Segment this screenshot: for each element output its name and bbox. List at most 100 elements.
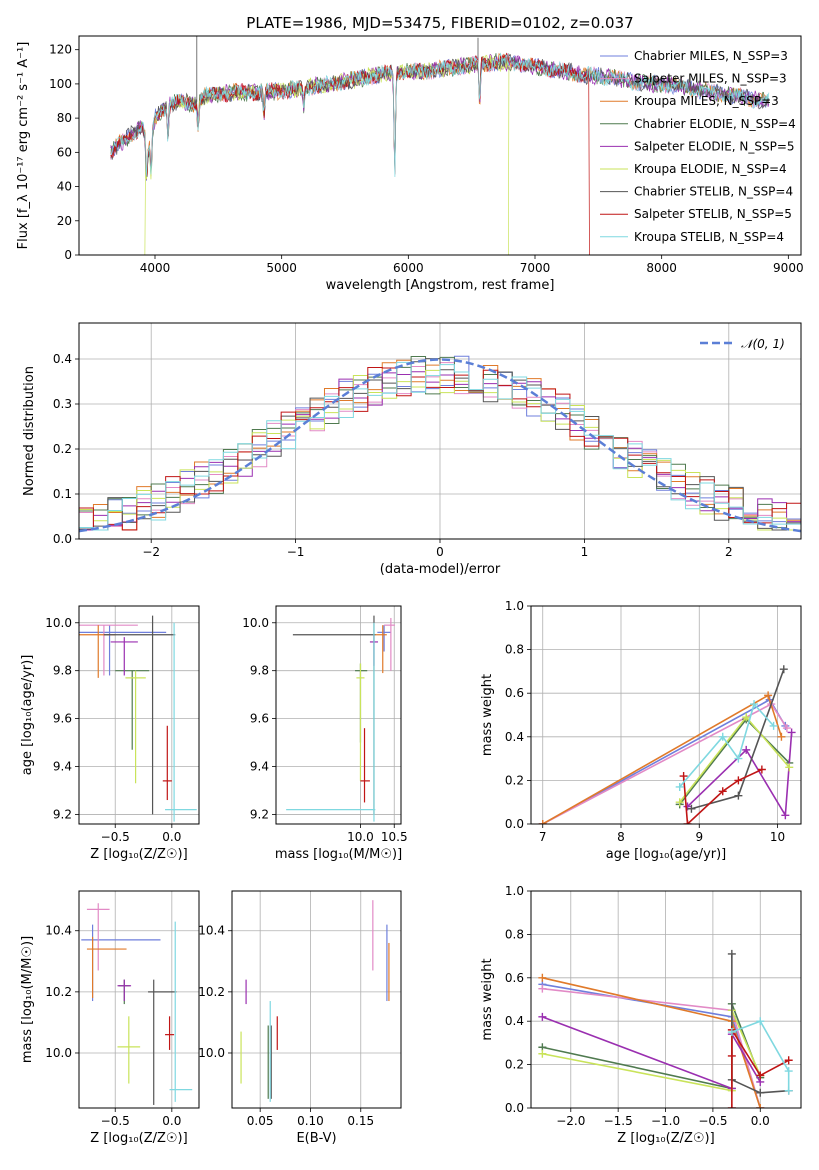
- errorbar-salpeter-elodie: [117, 979, 132, 1002]
- x-tick-label: 7000: [520, 261, 551, 275]
- axes-frame: [275, 605, 402, 825]
- x-tick-label: −1: [287, 545, 305, 559]
- errorbar-chabrier-elodie: [355, 663, 368, 743]
- errorbars: [79, 615, 197, 822]
- errorbar-kroupa-stelib: [169, 921, 193, 1102]
- y-tick-label: 9.4: [53, 760, 72, 774]
- weight-marker: [683, 820, 692, 824]
- axes-frame: [78, 322, 802, 540]
- weight-marker: [742, 713, 751, 722]
- weight-marker: [781, 811, 790, 820]
- y-tick-label: 9.2: [250, 807, 269, 821]
- weight-marker: [779, 665, 788, 674]
- legend-entry: Salpeter STELIB, N_SSP=5: [634, 207, 792, 221]
- y-tick-label: 10.2: [198, 985, 225, 999]
- weight-line: [542, 1010, 761, 1092]
- y-tick-label: 10.0: [242, 616, 269, 630]
- weight-marker: [538, 1012, 547, 1021]
- x-axis-label: E(B-V): [296, 1131, 336, 1146]
- errorbar-salpeter-miles: [384, 617, 395, 671]
- errorbar-chabrier-stelib: [148, 979, 177, 1105]
- weight-marker: [718, 787, 727, 796]
- weight-chabrier-miles: [538, 980, 765, 1108]
- y-tick-label: 1.0: [505, 599, 524, 613]
- errorbar-chabrier-stelib: [292, 615, 376, 815]
- y-tick-label: 0.2: [505, 1058, 524, 1072]
- errorbar-kroupa-miles: [86, 936, 127, 998]
- weight-line: [731, 1020, 790, 1091]
- y-tick-label: 9.8: [53, 664, 72, 678]
- errorbars: [81, 903, 193, 1105]
- spectrum-kroupa-elodie: [144, 54, 510, 255]
- weight-kroupa-stelib: [675, 700, 778, 791]
- x-tick-label: 1: [581, 545, 589, 559]
- x-tick-label: 8000: [646, 261, 677, 275]
- y-tick-label: 0.8: [505, 927, 524, 941]
- y-axis-label: Normed distribution: [22, 366, 37, 496]
- weight-kroupa-miles: [538, 691, 786, 824]
- weight-line: [686, 732, 793, 818]
- errorbar-kroupa-stelib: [286, 622, 376, 822]
- y-tick-label: 9.8: [250, 664, 269, 678]
- x-tick-label: −0.5: [101, 830, 130, 844]
- weight-marker: [538, 820, 547, 824]
- y-tick-label: 0.4: [505, 730, 524, 744]
- panel-spectrum: 4000 5000 6000 7000 8000 9000 0 20 40 60 80 100 120 w…: [16, 14, 804, 293]
- errorbar-chabrier-elodie: [115, 670, 150, 750]
- x-tick-label: 0.10: [297, 1114, 324, 1128]
- weight-marker: [727, 1104, 736, 1108]
- errorbar-chabrier-miles: [377, 625, 391, 652]
- y-tick-label: 40: [57, 180, 72, 194]
- y-axis-label: age [log₁₀(age/yr)]: [20, 655, 35, 776]
- errorbar-salpeter-elodie: [110, 637, 138, 676]
- weight-marker: [750, 700, 759, 709]
- y-tick-label: 0.6: [505, 686, 524, 700]
- y-tick-label: 10.4: [198, 924, 225, 938]
- weight-marker: [764, 691, 773, 700]
- y-tick-label: 0.3: [53, 397, 72, 411]
- y-tick-label: 10.0: [45, 616, 72, 630]
- weight-chabrier-miles: [538, 695, 790, 824]
- x-tick-label: 8: [617, 830, 625, 844]
- hist-salpeter-stelib: [79, 366, 801, 531]
- weight-marker: [727, 1051, 736, 1060]
- x-axis-label: mass [log₁₀(M/M☉)]: [275, 847, 402, 862]
- panel-mass-weight-vs-age: 7 8 9 10 0.0 0.2 0.4 0.6 0.8 1.0 age [log₁₀(age/yr…: [480, 599, 802, 862]
- x-tick-label: 2: [725, 545, 733, 559]
- errorbar-salpeter-stelib: [162, 725, 172, 801]
- y-tick-label: 10.0: [198, 1046, 225, 1060]
- y-tick-label: 10.2: [45, 985, 72, 999]
- panel-mass-vs-Z: −0.5 0.0 10.0 10.2 10.4 Z [log₁₀(Z/Z☉)] mass […: [20, 890, 200, 1146]
- y-tick-label: 1.0: [505, 884, 524, 898]
- weight-marker: [727, 1028, 736, 1037]
- figure-title: PLATE=1986, MJD=53475, FIBERID=0102, z=0…: [246, 14, 633, 32]
- weight-lines: [538, 949, 793, 1108]
- weight-marker: [538, 973, 547, 982]
- x-tick-label: 5000: [266, 261, 297, 275]
- weight-marker: [784, 1056, 793, 1065]
- errorbars: [286, 615, 395, 822]
- weight-marker: [734, 754, 743, 763]
- axes-frame: [78, 605, 200, 825]
- panel-age-vs-mass: 10.0 10.5 9.2 9.4 9.6 9.8 10.0 mass [log₁₀(M/M☉…: [242, 605, 408, 862]
- legend-entry: 𝒩(0, 1): [741, 337, 785, 351]
- y-axis-label: mass [log₁₀(M/M☉)]: [20, 936, 35, 1063]
- y-tick-label: 80: [57, 111, 72, 125]
- x-tick-label: 6000: [393, 261, 424, 275]
- hist-kroupa-stelib: [79, 361, 801, 531]
- weight-marker: [742, 745, 751, 754]
- y-axis-label: mass weight: [480, 674, 495, 756]
- errorbar-kroupa-stelib: [165, 622, 197, 822]
- axes-frame: [530, 605, 802, 825]
- weight-marker: [756, 1017, 765, 1026]
- legend-entry: Salpeter MILES, N_SSP=3: [634, 72, 787, 86]
- axes-frame: [78, 35, 802, 256]
- x-tick-label: 0.15: [347, 1114, 374, 1128]
- legend-entry: Chabrier STELIB, N_SSP=4: [634, 185, 793, 199]
- weight-marker: [734, 776, 743, 785]
- x-tick-label: 0.0: [751, 1114, 770, 1128]
- weight-marker: [785, 763, 794, 772]
- weight-line: [682, 768, 763, 824]
- errorbar-kroupa-elodie: [117, 1016, 141, 1084]
- legend-entry: Kroupa ELODIE, N_SSP=4: [634, 162, 787, 176]
